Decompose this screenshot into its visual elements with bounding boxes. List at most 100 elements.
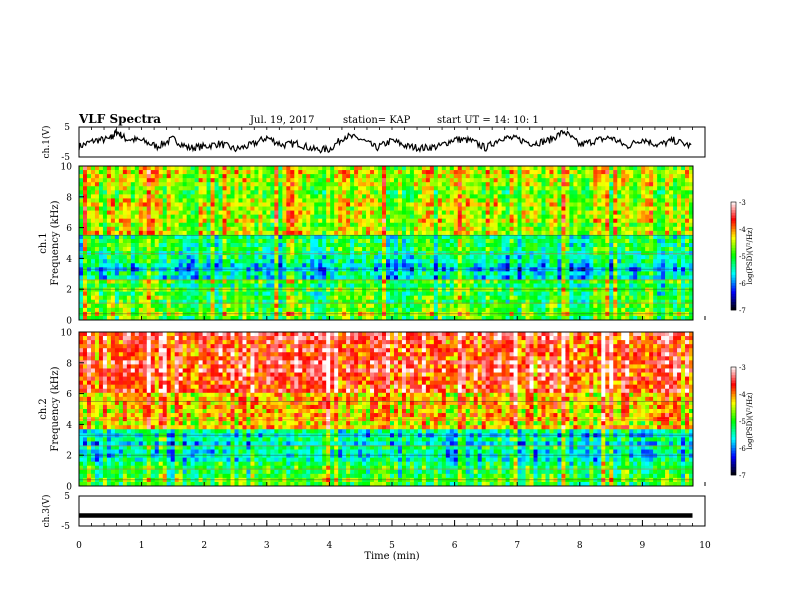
ch1-spectrogram-cell [214,238,219,244]
ch1-spectrogram-cell [302,275,307,280]
ch1-spectrogram-cell [585,194,590,199]
ch1-spectrogram-cell [79,222,84,228]
ch1-spectrogram-cell [641,283,646,288]
ch1-spectrogram-cell [633,287,638,292]
ch1-spectrogram-cell [569,178,574,183]
ch1-spectrogram-cell [262,170,267,175]
ch1-spectrogram-cell [298,222,303,228]
ch1-spectrogram-cell [218,243,223,248]
ch1-spectrogram-cell [374,287,379,292]
ch1-spectrogram-cell [421,198,427,203]
ch1-spectrogram-cell [294,174,299,179]
ch1-spectrogram-cell [354,174,359,179]
ch1-spectrogram-cell [182,271,187,276]
ch1-spectrogram-cell [130,238,136,244]
ch1-spectrogram-cell [266,190,271,195]
ch1-spectrogram-cell [230,166,235,171]
ch1-spectrogram-cell [481,210,486,215]
ch1-spectrogram-cell [649,255,654,260]
ch1-spectrogram-cell [126,251,132,256]
ch1-spectrogram-cell [433,190,439,195]
ch1-spectrogram-cell [445,283,451,288]
ch1-spectrogram-cell [417,259,423,264]
ch1-spectrogram-cell [585,243,590,248]
ch1-spectrogram-cell [533,226,538,232]
ch1-spectrogram-cell [79,198,84,203]
ch1-spectrogram-cell [150,259,156,264]
ch1-spectrogram-cell [501,186,506,191]
ch1-spectrogram-cell [549,238,554,244]
ch1-spectrogram-cell [266,206,271,211]
ch1-spectrogram-cell [238,202,243,207]
ch1-spectrogram-cell [138,218,144,224]
ch1-spectrogram-cell [174,222,179,228]
ch1-spectrogram-cell [401,178,407,183]
ch1-spectrogram-cell [429,271,435,276]
ch1-spectrogram-cell [202,170,207,175]
ch1-spectrogram-cell [605,226,610,232]
ch1-spectrogram-cell [266,263,271,268]
ch1-spectrogram-cell [637,210,642,215]
ch1-spectrogram-cell [673,230,678,236]
ch1-spectrogram-cell [330,198,335,203]
ch1-spectrogram-cell [393,198,399,203]
ch1-spectrogram-cell [174,295,179,301]
ch1-spectrogram-cell [681,218,686,224]
ch1-spectrogram-cell [130,174,136,179]
ch1-spectrogram-cell [449,182,455,187]
ch1-spectrogram-cell [302,194,307,199]
ch1-spectrogram-cell [453,251,459,256]
ch1-spectrogram-cell [182,222,187,228]
ch1-spectrogram-cell [182,283,187,288]
ch1-spectrogram-cell [338,202,343,207]
ch1-spectrogram-cell [350,247,355,252]
ch1-spectrogram-cell [266,247,271,252]
ch1-spectrogram-cell [685,170,690,175]
ch1-spectrogram-cell [437,190,443,195]
ch1-spectrogram-cell [653,174,658,179]
ch1-spectrogram-cell [162,174,168,179]
ch1-spectrogram-cell [174,198,179,203]
ch1-spectrogram-cell [645,230,650,236]
ch1-spectrogram-cell [557,251,562,256]
ch1-spectrogram-cell [489,238,494,244]
ch1-spectrogram-cell [521,226,526,232]
ch1-spectrogram-cell [393,190,399,195]
ch1-spectrogram-cell [114,251,120,256]
ch1-spectrogram-cell [306,170,311,175]
ch1-spectrogram-cell [82,222,88,228]
ch1-spectrogram-cell [553,198,558,203]
ch1-spectrogram-cell [238,210,243,215]
ch1-spectrogram-cell [609,170,614,175]
ch1-spectrogram-cell [214,174,219,179]
ch1-spectrogram-cell [182,238,187,244]
ch1-spectrogram-cell [114,214,120,219]
ch1-spectrogram-cell [202,182,207,187]
ch1-spectrogram-cell [258,170,263,175]
ch1-spectrogram-cell [210,198,215,203]
ch1-spectrogram-cell [429,275,435,280]
ch1-spectrogram-cell [637,194,642,199]
ch1-spectrogram-cell [497,283,502,288]
ch1-spectrogram-cell [513,218,518,224]
ch1-spectrogram-cell [138,174,144,179]
ch1-spectrogram-cell [473,222,478,228]
ch1-spectrogram-cell [413,218,419,224]
ch1-spectrogram-cell [405,198,411,203]
ch1-spectrogram-cell [98,247,104,252]
ch1-spectrogram-cell [106,186,112,191]
ch1-spectrogram-cell [669,267,674,272]
ch1-spectrogram-cell [358,170,363,175]
ch1-spectrogram-cell [226,287,231,292]
ch1-spectrogram-cell [661,182,666,187]
ch1-spectrogram-cell [509,170,514,175]
ch1-spectrogram-cell [605,214,610,219]
ch1-spectrogram-cell [609,226,614,232]
ch1-spectrogram-cell [154,170,160,175]
ch1-spectrogram-cell [465,275,471,280]
ch1-spectrogram-cell [429,230,435,236]
ch1-spectrogram-cell [114,186,120,191]
ch1-spectrogram-cell [350,202,355,207]
ch1-spectrogram-cell [126,218,132,224]
ch1-spectrogram-cell [469,238,475,244]
